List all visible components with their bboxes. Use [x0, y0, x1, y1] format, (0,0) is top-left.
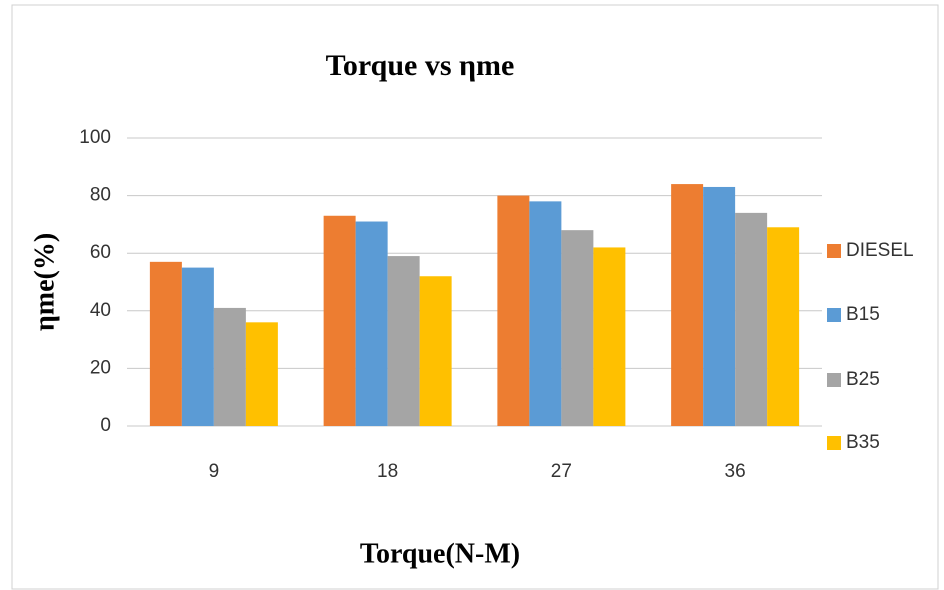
x-axis-label: Torque(N-M): [360, 538, 520, 569]
bar: [323, 215, 356, 426]
legend-swatch: [827, 436, 841, 450]
x-tick-label: 36: [725, 461, 746, 482]
bar: [561, 230, 594, 426]
bar: [767, 227, 800, 426]
legend-label: B25: [846, 369, 880, 390]
bar: [529, 201, 562, 426]
legend-swatch: [827, 308, 841, 322]
bar: [735, 212, 768, 426]
legend-swatch: [827, 373, 841, 387]
legend-label: B35: [846, 432, 880, 453]
x-tick-label: 18: [377, 461, 398, 482]
bar: [149, 261, 182, 426]
bar: [355, 221, 388, 426]
y-tick-label: 100: [79, 127, 111, 148]
bar: [181, 267, 214, 426]
legend-swatch: [827, 244, 841, 258]
bar: [497, 195, 530, 426]
y-tick-label: 20: [90, 357, 111, 378]
x-tick-label: 9: [209, 461, 220, 482]
chart-title: Torque vs ηme: [326, 49, 515, 82]
bar: [419, 276, 452, 426]
bar: [387, 256, 420, 426]
y-tick-label: 60: [90, 242, 111, 263]
bar: [593, 247, 626, 426]
y-axis-label: ηme(%): [29, 233, 60, 331]
x-tick-label: 27: [551, 461, 572, 482]
y-tick-label: 0: [100, 415, 111, 436]
bar: [245, 322, 278, 426]
y-tick-label: 80: [90, 185, 111, 206]
legend-label: DIESEL: [846, 240, 914, 261]
bar: [213, 307, 246, 426]
legend-label: B15: [846, 304, 880, 325]
bar: [703, 186, 736, 426]
y-tick-label: 40: [90, 300, 111, 321]
bar: [671, 184, 704, 426]
